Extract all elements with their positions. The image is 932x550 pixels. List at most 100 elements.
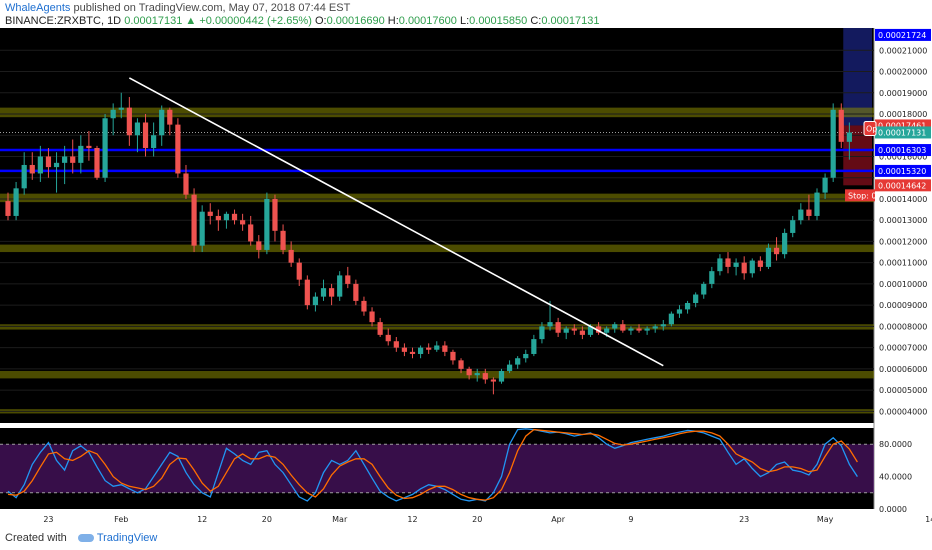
candle-body bbox=[644, 328, 650, 331]
stoch-d-line bbox=[7, 428, 858, 501]
candle-body bbox=[110, 109, 116, 119]
candle-body bbox=[345, 275, 351, 284]
candle-body bbox=[547, 322, 553, 327]
footer: Created with TradingView bbox=[5, 532, 157, 544]
candle-body bbox=[401, 347, 408, 352]
price-label-box bbox=[875, 119, 931, 132]
candle-body bbox=[741, 262, 747, 274]
candle-body bbox=[5, 201, 11, 216]
candle-body bbox=[604, 328, 610, 333]
price-label-box bbox=[875, 28, 931, 41]
support-zone bbox=[0, 244, 874, 253]
candle-body bbox=[37, 156, 43, 174]
candle-body bbox=[587, 326, 594, 335]
candle-body bbox=[280, 230, 286, 250]
candle-body bbox=[240, 220, 246, 225]
candle-body bbox=[118, 107, 124, 110]
price-label-box bbox=[875, 144, 931, 157]
last-price: 0.00017131 bbox=[124, 15, 183, 27]
date-tick-label: 20 bbox=[472, 515, 482, 524]
publish-info: WhaleAgents published on TradingView.com… bbox=[5, 2, 350, 14]
target-tag-label: Op bbox=[866, 124, 877, 133]
candle-body bbox=[142, 122, 149, 148]
candle-body bbox=[612, 324, 618, 329]
date-tick-label: Feb bbox=[114, 515, 128, 524]
candle-body bbox=[782, 232, 788, 255]
price-label: 0.00017461 bbox=[878, 121, 926, 130]
price-tick-label: 0.00020000 bbox=[879, 68, 927, 77]
candle-body bbox=[482, 373, 488, 380]
candle-body bbox=[304, 279, 310, 306]
candle-body bbox=[790, 220, 796, 233]
candle-body bbox=[693, 294, 699, 304]
candle-body bbox=[814, 192, 820, 216]
price-label: 0.00021724 bbox=[878, 31, 926, 40]
candle-body bbox=[94, 147, 100, 178]
tradingview-brand[interactable]: TradingView bbox=[96, 532, 158, 544]
price-label: 0.00014642 bbox=[878, 181, 926, 190]
candle-body bbox=[531, 339, 537, 354]
candle-body bbox=[393, 341, 399, 348]
price-tick-label: 0.00012000 bbox=[879, 237, 927, 246]
candle-body bbox=[70, 156, 76, 163]
up-arrow-icon: ▲ bbox=[185, 15, 197, 27]
price-chart[interactable]: 0.00004000 0.00005000 0.00006000 0.00007000… bbox=[0, 28, 932, 528]
created-with-text: Created with bbox=[5, 532, 67, 544]
high-value: 0.00017600 bbox=[398, 15, 457, 27]
candle-body bbox=[385, 334, 391, 342]
candle-body bbox=[369, 311, 375, 323]
price-label-box bbox=[875, 126, 931, 139]
candle-body bbox=[29, 164, 35, 174]
price-tick-label: 0.00013000 bbox=[879, 216, 927, 225]
candle-body bbox=[579, 330, 585, 335]
candle-body bbox=[515, 358, 521, 365]
candle-body bbox=[78, 145, 84, 163]
date-tick-label: 23 bbox=[43, 515, 53, 524]
price-label-box bbox=[875, 164, 931, 177]
candle-body bbox=[199, 211, 205, 246]
price-tick-label: 0.00006000 bbox=[879, 365, 927, 374]
date-tick-label: Mar bbox=[332, 515, 348, 524]
candle-body bbox=[442, 345, 448, 352]
oscillator-tick-label: 40.0000 bbox=[879, 473, 912, 482]
date-tick-label: 9 bbox=[628, 515, 633, 524]
candle-body bbox=[207, 211, 213, 216]
candle-body bbox=[175, 124, 181, 174]
candle-body bbox=[13, 188, 19, 216]
candle-body bbox=[272, 198, 278, 231]
price-tick-label: 0.00004000 bbox=[879, 407, 927, 416]
price-axis-bg bbox=[874, 28, 932, 528]
high-label: H: bbox=[387, 15, 399, 27]
publish-text: published on TradingView.com, May 07, 20… bbox=[73, 2, 351, 14]
candle-body bbox=[668, 313, 674, 325]
ohlc-header: BINANCE:ZRXBTC, 1D 0.00017131 ▲ +0.00000… bbox=[5, 15, 599, 27]
price-tick-label: 0.00009000 bbox=[879, 301, 927, 310]
price-label: 0.00015320 bbox=[878, 167, 926, 176]
candle-body bbox=[264, 198, 270, 250]
candle-body bbox=[830, 109, 836, 178]
candle-body bbox=[620, 324, 626, 331]
price-tick-label: 0.00007000 bbox=[879, 344, 927, 353]
author-link[interactable]: WhaleAgents bbox=[5, 2, 71, 14]
candle-body bbox=[717, 258, 723, 272]
candle-body bbox=[806, 209, 812, 216]
low-label: L: bbox=[459, 15, 470, 27]
price-tick-label: 0.00019000 bbox=[879, 89, 927, 98]
candle-body bbox=[636, 328, 642, 331]
candle-body bbox=[676, 309, 683, 314]
candle-body bbox=[45, 156, 52, 168]
candle-body bbox=[215, 215, 221, 221]
candle-body bbox=[86, 145, 92, 148]
main-pane-bg bbox=[0, 28, 874, 423]
candle-body bbox=[506, 364, 513, 371]
candle-body bbox=[377, 322, 383, 335]
date-tick-label: 14 bbox=[925, 515, 932, 524]
stoch-k-line bbox=[7, 428, 858, 502]
candle-body bbox=[102, 118, 108, 178]
candle-body bbox=[167, 109, 173, 125]
candle-body bbox=[223, 213, 230, 221]
candle-body bbox=[417, 347, 424, 354]
date-tick-label: 20 bbox=[262, 515, 272, 524]
price-tick-label: 0.00021000 bbox=[879, 46, 927, 55]
candle-body bbox=[652, 326, 658, 329]
